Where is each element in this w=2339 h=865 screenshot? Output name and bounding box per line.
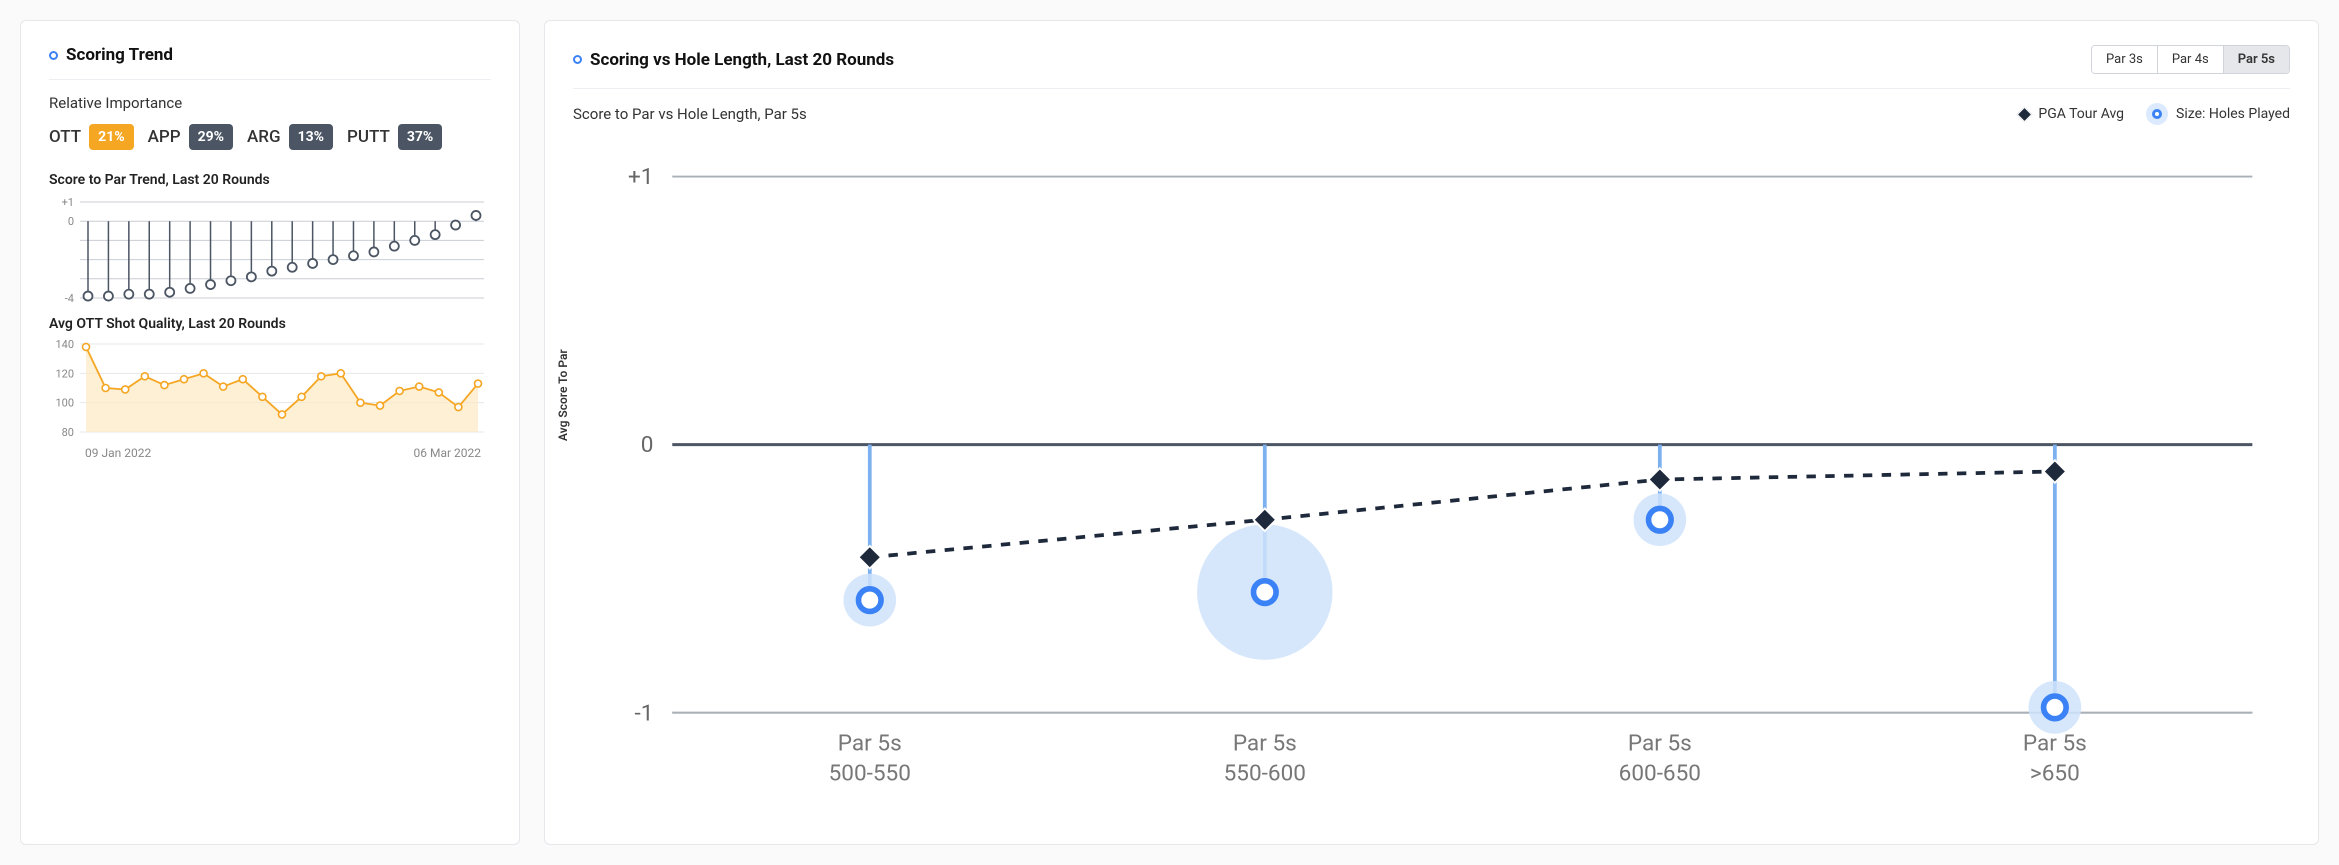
importance-item: ARG 13% — [247, 124, 333, 150]
trend-xlabel-start: 09 Jan 2022 — [85, 446, 151, 460]
diamond-icon — [2017, 106, 2033, 122]
svg-text:+1: +1 — [62, 196, 74, 209]
svg-text:>650: >650 — [2030, 759, 2080, 786]
svg-text:140: 140 — [55, 338, 74, 351]
tab-par-4s[interactable]: Par 4s — [2157, 46, 2223, 73]
importance-item: OTT 21% — [49, 124, 134, 150]
card-title: Scoring vs Hole Length, Last 20 Rounds — [590, 50, 894, 70]
importance-item: PUTT 37% — [347, 124, 442, 150]
importance-badge: 37% — [398, 124, 442, 150]
svg-text:Par 5s: Par 5s — [838, 729, 902, 756]
bullet-icon — [49, 51, 58, 60]
bullet-icon — [573, 55, 582, 64]
importance-item: APP 29% — [148, 124, 233, 150]
svg-text:+1: +1 — [628, 163, 653, 190]
svg-text:Par 5s: Par 5s — [1628, 729, 1692, 756]
svg-text:120: 120 — [55, 367, 74, 380]
hole-length-chart: -1 0 +1 Par 5s 500-550 Par 5s 550-600 Par 5s 600… — [597, 139, 2290, 820]
tab-par-3s[interactable]: Par 3s — [2092, 46, 2157, 73]
svg-text:100: 100 — [55, 397, 74, 410]
svg-text:80: 80 — [62, 426, 74, 438]
y-axis-label: Avg Score To Par — [556, 349, 570, 441]
ott-quality-chart: 80 100 120 140 — [49, 338, 491, 442]
trend-xlabel-end: 06 Mar 2022 — [414, 446, 482, 460]
importance-row: OTT 21% APP 29% ARG 13% PUTT 37% — [49, 124, 491, 150]
svg-text:600-650: 600-650 — [1619, 759, 1701, 786]
svg-text:550-600: 550-600 — [1224, 759, 1306, 786]
importance-label: OTT — [49, 127, 81, 147]
svg-text:Par 5s: Par 5s — [2023, 729, 2087, 756]
par-tabs: Par 3sPar 4sPar 5s — [2091, 45, 2290, 74]
bubble-icon — [2146, 103, 2168, 125]
svg-text:0: 0 — [641, 431, 654, 458]
legend-pga: PGA Tour Avg — [2019, 106, 2124, 122]
hole-length-card: Scoring vs Hole Length, Last 20 Rounds P… — [544, 20, 2319, 845]
svg-text:-4: -4 — [65, 292, 74, 304]
importance-label: APP — [148, 127, 181, 147]
scoring-trend-card: Scoring Trend Relative Importance OTT 21… — [20, 20, 520, 845]
svg-text:500-550: 500-550 — [829, 759, 911, 786]
trend-chart-title: Score to Par Trend, Last 20 Rounds — [49, 172, 491, 188]
ott-chart-title: Avg OTT Shot Quality, Last 20 Rounds — [49, 316, 491, 332]
importance-badge: 13% — [289, 124, 333, 150]
importance-heading: Relative Importance — [49, 94, 491, 112]
svg-text:-1: -1 — [635, 699, 654, 726]
importance-badge: 21% — [89, 124, 133, 150]
tab-par-5s[interactable]: Par 5s — [2223, 46, 2289, 73]
legend-size: Size: Holes Played — [2146, 103, 2290, 125]
score-trend-chart: -4 0 +1 — [49, 194, 491, 308]
importance-label: PUTT — [347, 127, 390, 147]
svg-text:Par 5s: Par 5s — [1233, 729, 1297, 756]
importance-label: ARG — [247, 127, 281, 147]
right-subtitle: Score to Par vs Hole Length, Par 5s — [573, 105, 807, 123]
svg-text:0: 0 — [68, 215, 74, 228]
importance-badge: 29% — [189, 124, 233, 150]
card-title: Scoring Trend — [66, 45, 173, 65]
